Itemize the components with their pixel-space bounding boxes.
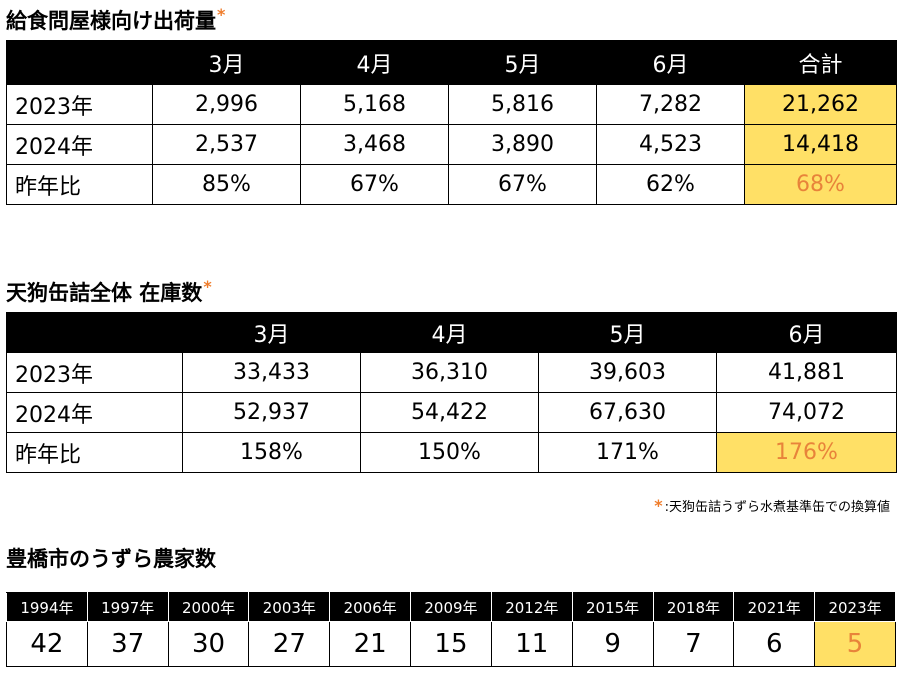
highlight-yoy-cell: 176% [716, 432, 897, 473]
column-header-jun: 6月 [716, 312, 897, 353]
table-cell: 4,523 [596, 124, 745, 165]
inventory-title: 天狗缶詰全体 在庫数* [6, 274, 212, 306]
row-label: 2023年 [6, 84, 153, 125]
column-header-jun: 6月 [596, 40, 745, 85]
column-header-apr: 4月 [360, 312, 539, 353]
table-row-yoy: 昨年比 158% 150% 171% 176% [6, 432, 897, 473]
farm-count-cell: 7 [652, 621, 735, 667]
year-header: 1997年 [86, 592, 169, 622]
table-cell: 2,996 [152, 84, 301, 125]
table-cell: 85% [152, 164, 301, 205]
farm-count-cell: 21 [329, 621, 412, 667]
farm-count-cell: 42 [6, 621, 88, 667]
table-cell: 5,816 [448, 84, 597, 125]
farm-count-cell: 6 [733, 621, 816, 667]
farm-count-title-text: 豊橋市のうずら農家数 [6, 547, 216, 571]
column-header-may: 5月 [538, 312, 717, 353]
farm-count-cell: 11 [490, 621, 573, 667]
year-header: 2015年 [571, 592, 654, 622]
farm-count-table: 1994年 1997年 2000年 2003年 2006年 2009年 2012… [6, 592, 896, 667]
table-cell: 67,630 [538, 392, 717, 433]
year-header: 2023年 [814, 592, 896, 622]
table-cell: 67% [448, 164, 597, 205]
table-cell: 3,890 [448, 124, 597, 165]
table-cell: 54,422 [360, 392, 539, 433]
farm-count-cell: 15 [410, 621, 492, 667]
inventory-table: 3月 4月 5月 6月 2023年 33,433 36,310 39,603 4… [6, 312, 897, 473]
row-label: 2024年 [6, 124, 153, 165]
table-row-2024: 2024年 52,937 54,422 67,630 74,072 [6, 392, 897, 433]
shipment-title-text: 給食問屋様向け出荷量 [6, 9, 216, 33]
year-header: 2006年 [329, 592, 412, 622]
shipment-title: 給食問屋様向け出荷量* [6, 2, 225, 34]
total-cell: 14,418 [744, 124, 897, 165]
table-cell: 33,433 [182, 352, 361, 393]
table-cell: 7,282 [596, 84, 745, 125]
table-cell: 171% [538, 432, 717, 473]
column-header-may: 5月 [448, 40, 597, 85]
table-cell: 67% [300, 164, 449, 205]
asterisk-mark: * [654, 496, 663, 515]
row-label: 2023年 [6, 352, 183, 393]
asterisk-mark: * [203, 277, 212, 296]
year-header: 2003年 [248, 592, 331, 622]
table-row-2023: 2023年 33,433 36,310 39,603 41,881 [6, 352, 897, 393]
table-row-yoy: 昨年比 85% 67% 67% 62% 68% [6, 164, 897, 205]
table-header-row: 3月 4月 5月 6月 合計 [6, 40, 897, 85]
farm-count-cell: 27 [248, 621, 331, 667]
table-cell: 5,168 [300, 84, 449, 125]
year-header: 1994年 [6, 592, 88, 622]
row-label: 昨年比 [6, 432, 183, 473]
year-header-row: 1994年 1997年 2000年 2003年 2006年 2009年 2012… [6, 592, 896, 622]
farm-count-title: 豊橋市のうずら農家数 [6, 546, 216, 572]
footnote-text: :天狗缶詰うずら水煮基準缶での換算値 [664, 500, 890, 515]
table-cell: 158% [182, 432, 361, 473]
farm-count-row: 42 37 30 27 21 15 11 9 7 6 5 [6, 621, 896, 667]
column-header-apr: 4月 [300, 40, 449, 85]
table-cell: 52,937 [182, 392, 361, 433]
table-cell: 3,468 [300, 124, 449, 165]
table-cell: 150% [360, 432, 539, 473]
year-header: 2021年 [733, 592, 816, 622]
header-blank-cell [6, 312, 183, 353]
year-header: 2009年 [410, 592, 492, 622]
column-header-mar: 3月 [182, 312, 361, 353]
table-cell: 2,537 [152, 124, 301, 165]
farm-count-cell: 9 [571, 621, 654, 667]
year-header: 2018年 [652, 592, 735, 622]
table-cell: 36,310 [360, 352, 539, 393]
total-yoy-cell: 68% [744, 164, 897, 205]
table-cell: 39,603 [538, 352, 717, 393]
footnote: *:天狗缶詰うずら水煮基準缶での換算値 [654, 496, 890, 515]
column-header-mar: 3月 [152, 40, 301, 85]
row-label: 昨年比 [6, 164, 153, 205]
column-header-total: 合計 [744, 40, 897, 85]
year-header: 2012年 [490, 592, 573, 622]
farm-count-cell: 30 [167, 621, 250, 667]
table-row-2024: 2024年 2,537 3,468 3,890 4,523 14,418 [6, 124, 897, 165]
table-cell: 62% [596, 164, 745, 205]
shipment-table: 3月 4月 5月 6月 合計 2023年 2,996 5,168 5,816 7… [6, 40, 897, 205]
header-blank-cell [6, 40, 153, 85]
total-cell: 21,262 [744, 84, 897, 125]
table-header-row: 3月 4月 5月 6月 [6, 312, 897, 353]
table-cell: 74,072 [716, 392, 897, 433]
inventory-title-text: 天狗缶詰全体 在庫数 [6, 281, 203, 305]
asterisk-mark: * [217, 5, 226, 24]
table-row-2023: 2023年 2,996 5,168 5,816 7,282 21,262 [6, 84, 897, 125]
table-cell: 41,881 [716, 352, 897, 393]
latest-farm-count-cell: 5 [814, 621, 896, 667]
row-label: 2024年 [6, 392, 183, 433]
year-header: 2000年 [167, 592, 250, 622]
farm-count-cell: 37 [86, 621, 169, 667]
